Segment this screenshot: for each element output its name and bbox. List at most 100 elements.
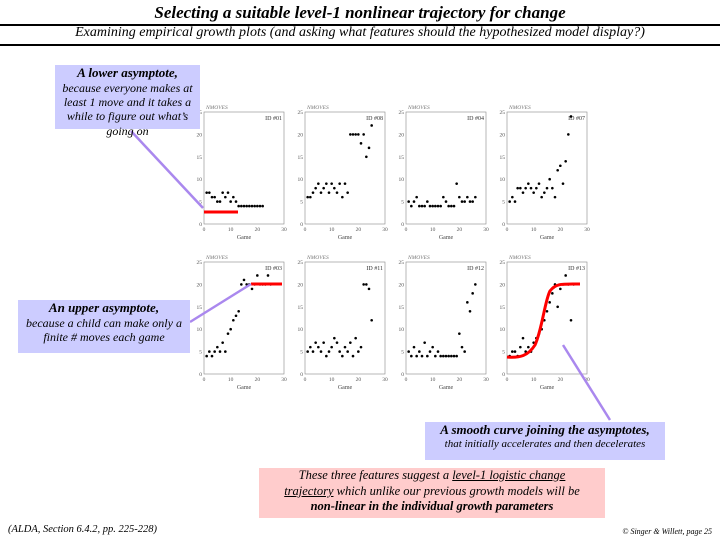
title-divider	[0, 24, 720, 26]
data-point	[410, 204, 413, 208]
smooth-curve-text: that initially accelerates and then dece…	[444, 437, 646, 450]
data-point	[327, 191, 331, 194]
x-tick-label: 20	[255, 227, 261, 233]
data-point	[420, 354, 424, 358]
y-tick-label: 15	[197, 155, 203, 161]
y-tick-label: 0	[502, 372, 505, 378]
data-point	[474, 283, 477, 286]
y-axis-label: NMOVES	[205, 255, 228, 261]
data-point	[569, 318, 573, 322]
x-tick-label: 10	[531, 377, 537, 383]
data-point	[460, 200, 464, 203]
data-point	[452, 354, 456, 358]
data-point	[418, 204, 421, 208]
x-tick-label: 20	[356, 227, 362, 233]
data-point	[351, 133, 355, 136]
growth-plot-panel: NMOVES ID #08 0 5 10 15 20 25 0 10 20 30 Game	[298, 105, 389, 241]
y-tick-label: 20	[399, 282, 405, 288]
data-point	[474, 195, 477, 199]
x-tick-label: 0	[506, 377, 509, 383]
data-point	[314, 186, 317, 190]
data-point	[330, 182, 333, 185]
y-tick-label: 10	[298, 177, 304, 183]
data-point	[245, 204, 248, 208]
page-title: Selecting a suitable level-1 nonlinear t…	[154, 3, 566, 22]
data-point	[410, 354, 413, 358]
data-point	[216, 345, 219, 349]
data-point	[338, 350, 341, 353]
data-point	[527, 182, 530, 185]
data-point	[216, 200, 219, 203]
data-point	[362, 133, 365, 136]
y-axis-label: NMOVES	[407, 105, 430, 111]
y-tick-label: 10	[399, 177, 405, 183]
x-tick-label: 10	[228, 377, 234, 383]
plot-id-label: ID #07	[568, 116, 585, 122]
data-point	[234, 314, 238, 318]
upper-asymptote-title: An upper asymptote,	[48, 300, 160, 315]
data-point	[205, 354, 208, 358]
data-point	[455, 354, 458, 358]
growth-plot-panel: NMOVES ID #11 0 5 10 15 20 25 0 10 20 30 Game	[298, 255, 389, 391]
plot-frame	[506, 261, 588, 375]
data-point	[250, 287, 254, 291]
x-tick-label: 20	[356, 377, 362, 383]
data-point	[256, 274, 259, 277]
plot-id-label: ID #11	[366, 266, 383, 272]
data-point	[431, 345, 434, 349]
y-axis-label: NMOVES	[205, 105, 228, 111]
data-point	[564, 159, 567, 163]
data-point	[466, 195, 469, 199]
data-point	[439, 204, 442, 208]
y-tick-label: 5	[502, 200, 505, 206]
data-point	[319, 350, 323, 353]
y-tick-label: 10	[500, 327, 506, 333]
data-point	[224, 350, 227, 353]
y-tick-label: 25	[399, 110, 405, 116]
data-point	[407, 200, 410, 203]
y-tick-label: 10	[298, 327, 304, 333]
data-point	[343, 345, 347, 349]
data-point	[415, 195, 418, 199]
y-tick-label: 20	[197, 132, 203, 138]
data-point	[436, 204, 440, 208]
data-point	[229, 200, 232, 203]
data-point	[463, 200, 466, 203]
data-point	[341, 354, 344, 358]
data-point	[428, 350, 432, 353]
y-tick-label: 15	[399, 305, 405, 311]
data-point	[426, 354, 429, 358]
data-point	[466, 301, 469, 304]
data-point	[545, 309, 549, 313]
x-tick-label: 0	[203, 227, 206, 233]
data-point	[471, 200, 474, 203]
data-point	[346, 350, 349, 353]
y-axis-label: NMOVES	[407, 255, 430, 261]
data-point	[333, 186, 336, 190]
data-point	[521, 336, 525, 340]
y-tick-label: 5	[199, 350, 202, 356]
data-point	[338, 182, 341, 185]
data-point	[226, 191, 230, 194]
y-tick-label: 0	[502, 222, 505, 228]
data-point	[468, 309, 472, 313]
data-point	[545, 186, 549, 190]
y-tick-label: 15	[399, 155, 405, 161]
data-point	[335, 341, 339, 344]
data-point	[519, 186, 522, 190]
data-point	[237, 309, 240, 313]
y-tick-label: 15	[197, 305, 203, 311]
data-point	[359, 142, 363, 145]
data-point	[242, 204, 246, 208]
x-tick-label: 0	[304, 377, 307, 383]
data-point	[420, 204, 424, 208]
data-point	[444, 200, 448, 203]
data-point	[210, 354, 214, 358]
y-tick-label: 25	[298, 260, 304, 266]
plot-frame	[506, 111, 588, 225]
data-point	[367, 146, 371, 150]
data-point	[213, 195, 216, 199]
data-point	[256, 204, 259, 208]
